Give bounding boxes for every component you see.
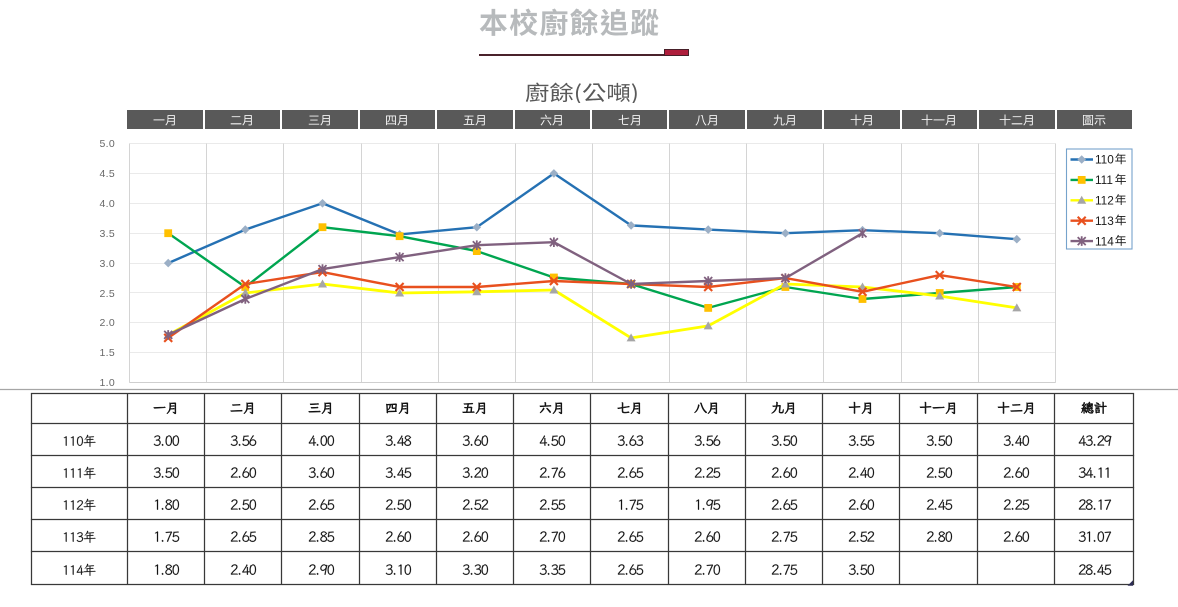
svg-text:111: 111 [1095,173,1113,187]
svg-text:114: 114 [1095,234,1114,248]
svg-text:113: 113 [1095,214,1114,228]
svg-text:110: 110 [1095,153,1114,167]
svg-text:112: 112 [1095,194,1114,208]
